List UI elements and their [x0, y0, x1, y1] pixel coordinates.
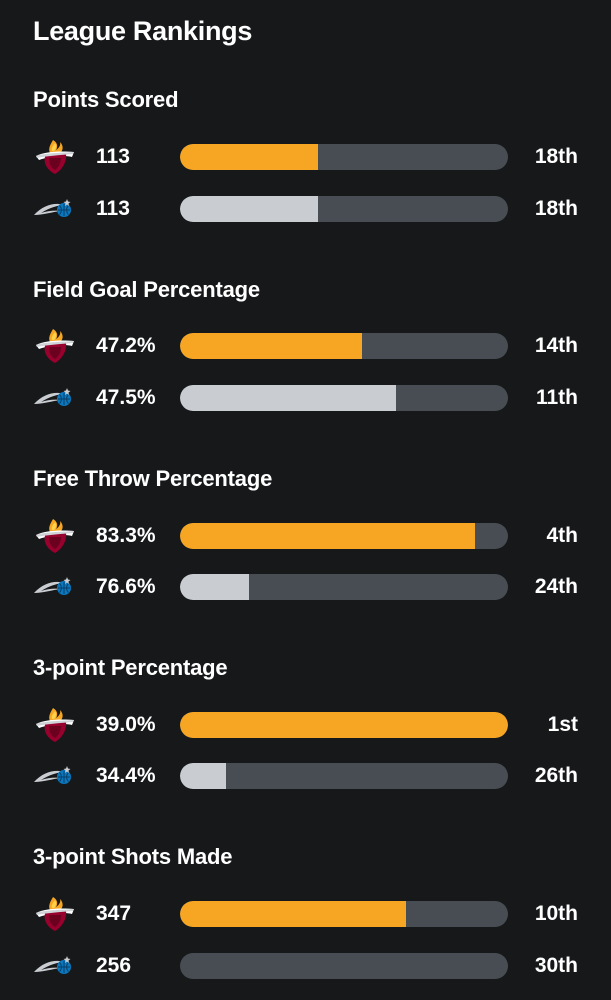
stat-value: 83.3%	[96, 524, 156, 547]
league-rank: 26th	[534, 764, 578, 787]
stat-row-heat: 47.2% 14th	[0, 326, 611, 366]
league-rank: 18th	[534, 197, 578, 220]
stat-row-heat: 113 18th	[0, 137, 611, 177]
orlando-magic-logo-icon	[31, 948, 79, 984]
rank-bar-fill	[180, 712, 508, 738]
stat-value: 34.4%	[96, 764, 156, 787]
rank-bar-track	[180, 901, 508, 927]
league-rank: 18th	[534, 145, 578, 168]
rank-bar-fill	[180, 901, 407, 927]
rank-bar-track	[180, 712, 508, 738]
stat-value: 47.5%	[96, 386, 156, 409]
miami-heat-logo-icon	[31, 896, 79, 932]
rank-bar-track	[180, 574, 508, 600]
rank-bar-fill	[180, 385, 397, 411]
miami-heat-logo-icon	[31, 328, 79, 364]
orlando-magic-logo-icon	[31, 758, 79, 794]
rank-bar-track	[180, 763, 508, 789]
orlando-magic-logo-icon	[31, 569, 79, 605]
stat-row-magic: 113 18th	[0, 189, 611, 229]
stat-value: 256	[96, 954, 132, 977]
league-rank: 14th	[534, 334, 578, 357]
rank-bar-track	[180, 333, 508, 359]
rank-bar-fill	[180, 333, 363, 359]
rank-bar-track	[180, 385, 508, 411]
stat-value: 113	[96, 197, 130, 220]
stat-row-magic: 256 30th	[0, 946, 611, 986]
miami-heat-logo-icon	[31, 707, 79, 743]
stat-title-3-point-percentage: 3-point Percentage	[33, 655, 228, 680]
stat-value: 347	[96, 902, 132, 925]
rank-bar-fill	[180, 523, 476, 549]
stat-value: 113	[96, 145, 130, 168]
rank-bar-fill	[180, 144, 318, 170]
stat-title-3-point-shots-made: 3-point Shots Made	[33, 844, 233, 869]
orlando-magic-logo-icon	[31, 380, 79, 416]
stat-title-points-scored: Points Scored	[33, 87, 179, 112]
stat-row-magic: 76.6% 24th	[0, 567, 611, 607]
league-rank: 1st	[547, 713, 578, 736]
rank-bar-fill	[180, 574, 249, 600]
league-rank: 11th	[535, 386, 578, 409]
league-rank: 10th	[534, 902, 578, 925]
rank-bar-track	[180, 523, 508, 549]
miami-heat-logo-icon	[31, 518, 79, 554]
stat-row-magic: 34.4% 26th	[0, 756, 611, 796]
stat-value: 39.0%	[96, 713, 156, 736]
stat-row-heat: 347 10th	[0, 894, 611, 934]
rank-bar-track	[180, 953, 508, 979]
rank-bar-track	[180, 144, 508, 170]
page-title: League Rankings	[33, 16, 253, 46]
stat-title-field-goal-percentage: Field Goal Percentage	[33, 277, 260, 302]
stat-row-magic: 47.5% 11th	[0, 378, 611, 418]
rank-bar-fill	[180, 763, 226, 789]
stat-title-free-throw-percentage: Free Throw Percentage	[33, 466, 273, 491]
stat-row-heat: 39.0% 1st	[0, 705, 611, 745]
league-rank: 24th	[534, 575, 578, 598]
rank-bar-fill	[180, 196, 318, 222]
league-rank: 4th	[546, 524, 579, 547]
rank-bar-track	[180, 196, 508, 222]
miami-heat-logo-icon	[31, 139, 79, 175]
stat-value: 76.6%	[96, 575, 156, 598]
stat-row-heat: 83.3% 4th	[0, 516, 611, 556]
league-rank: 30th	[534, 954, 578, 977]
orlando-magic-logo-icon	[31, 191, 79, 227]
stat-value: 47.2%	[96, 334, 156, 357]
